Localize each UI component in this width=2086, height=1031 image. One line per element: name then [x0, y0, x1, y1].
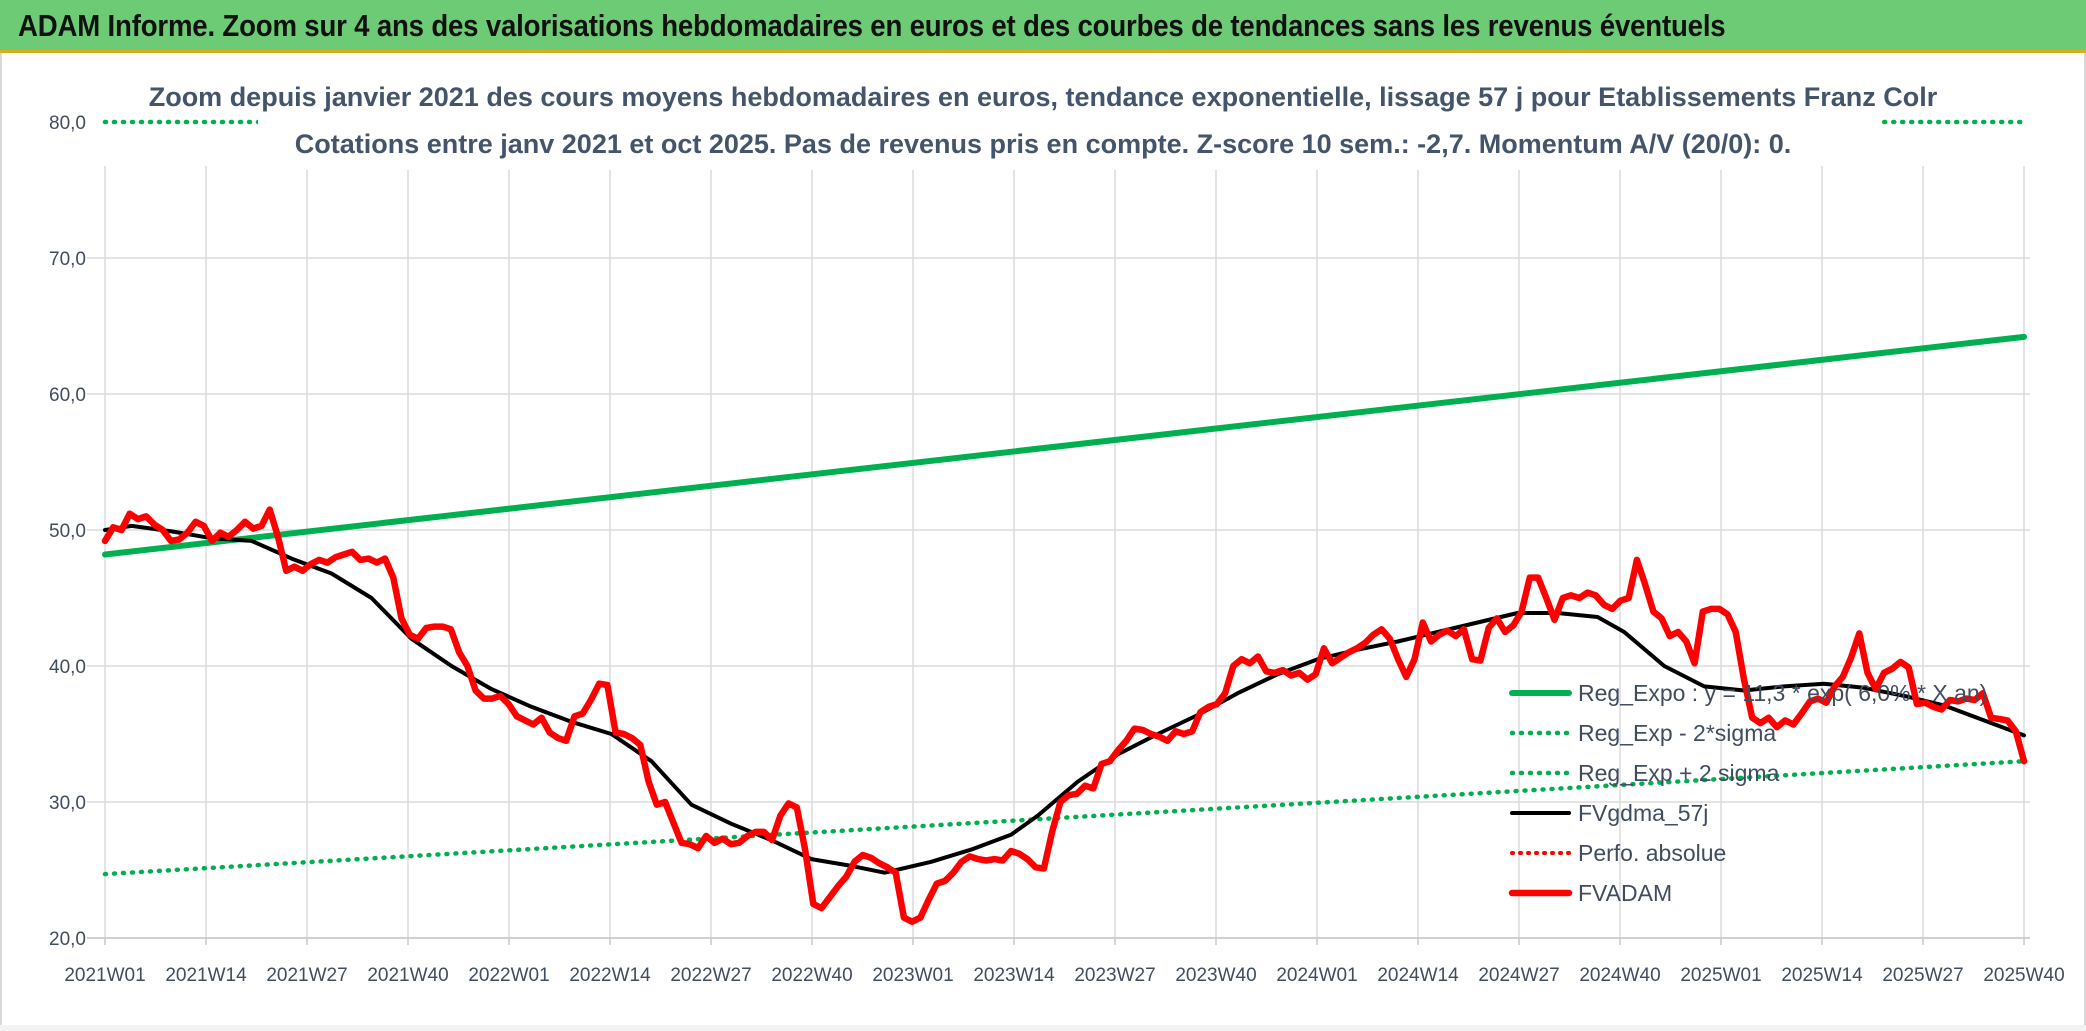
y-tick-label: 40,0 — [49, 657, 86, 678]
x-tick-label: 2021W01 — [64, 965, 145, 986]
x-tick-label: 2021W27 — [266, 965, 347, 986]
report-title: ADAM Informe. Zoom sur 4 ans des valoris… — [18, 8, 1726, 43]
series-reg-exp-minus-2sigma — [102, 758, 2027, 877]
bottom-strip — [0, 1025, 2086, 1031]
subtitle-background — [258, 78, 1820, 170]
series-reg-expo — [102, 333, 2027, 558]
x-tick-label: 2025W14 — [1781, 965, 1863, 986]
x-tick-label: 2025W27 — [1882, 965, 1963, 986]
chart-subtitle-line1: Zoom depuis janvier 2021 des cours moyen… — [149, 82, 1938, 112]
x-tick-label: 2022W14 — [569, 965, 651, 986]
x-tick-label: 2023W40 — [1175, 965, 1256, 986]
series-fvadam — [101, 506, 2028, 925]
legend-label: Perfo. absolue — [1578, 840, 1726, 866]
grid — [87, 166, 2030, 945]
y-tick-label: 70,0 — [49, 249, 86, 270]
y-tick-label: 60,0 — [49, 385, 86, 406]
x-tick-label: 2021W40 — [367, 965, 448, 986]
x-tick-label: 2025W40 — [1983, 965, 2064, 986]
y-tick-label: 20,0 — [49, 929, 86, 950]
x-tick-label: 2024W14 — [1377, 965, 1459, 986]
chart-area — [0, 53, 2086, 1031]
series-layer — [101, 119, 2028, 925]
x-tick-label: 2024W27 — [1478, 965, 1559, 986]
x-tick-label: 2022W27 — [670, 965, 751, 986]
legend-label: Reg_Exp - 2*sigma — [1578, 720, 1776, 746]
x-tick-label: 2023W01 — [872, 965, 953, 986]
x-tick-label: 2022W40 — [771, 965, 852, 986]
x-axis: 2021W01 2021W14 2021W27 2021W40 2022W01 2022W… — [64, 965, 2064, 986]
x-tick-label: 2023W14 — [973, 965, 1055, 986]
x-tick-label: 2021W14 — [165, 965, 247, 986]
x-tick-label: 2024W40 — [1579, 965, 1660, 986]
x-tick-label: 2023W27 — [1074, 965, 1155, 986]
legend-label: FVgdma_57j — [1578, 800, 1708, 826]
y-tick-label: 50,0 — [49, 521, 86, 542]
y-axis: 20,0 30,0 40,0 50,0 60,0 70,0 80,0 — [49, 113, 86, 950]
header-divider — [0, 50, 2086, 53]
x-tick-label: 2024W01 — [1276, 965, 1357, 986]
x-tick-label: 2025W01 — [1680, 965, 1761, 986]
legend-label: FVADAM — [1578, 880, 1672, 906]
x-tick-label: 2022W01 — [468, 965, 549, 986]
y-tick-label: 30,0 — [49, 793, 86, 814]
legend-label: Reg_Expo : y = 11,3 * exp( 6,0% * X an) — [1578, 680, 1987, 706]
series-fvgdma-57j — [103, 523, 2026, 875]
chart-subtitle-line2: Cotations entre janv 2021 et oct 2025. P… — [295, 129, 1792, 159]
y-tick-label: 80,0 — [49, 113, 86, 134]
legend: Reg_Expo : y = 11,3 * exp( 6,0% * X an) R… — [1508, 680, 1987, 906]
header-bar: ADAM Informe. Zoom sur 4 ans des valoris… — [0, 0, 2086, 52]
legend-label: Reg_Exp + 2 sigma — [1578, 760, 1780, 786]
